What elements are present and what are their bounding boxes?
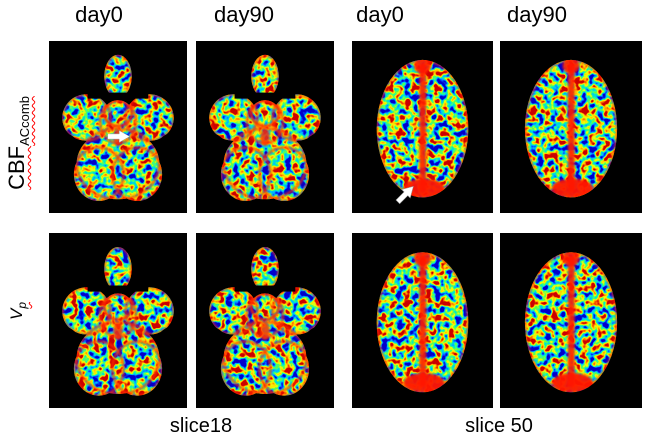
brain-panel-cbf-day0-slice50 [352, 41, 493, 213]
column-header-day0-right: day0 [356, 2, 404, 27]
white-arrow-icon [395, 185, 414, 205]
brain-panel-cbf-day0-slice18 [49, 41, 187, 213]
row-label-cbf-base: CBF [4, 145, 29, 190]
brain-panel-vp-day90-slice18 [196, 233, 334, 408]
brain-map [524, 252, 618, 393]
column-header-day0-left: day0 [75, 2, 123, 27]
brain-panel-vp-day0-slice18 [49, 233, 187, 408]
midline-highlight [551, 252, 593, 393]
brain-map [376, 59, 469, 198]
row-label-vp-subscript: p [15, 301, 29, 309]
column-header-day90-right: day90 [507, 2, 567, 27]
brain-panel-cbf-day90-slice50 [500, 41, 642, 213]
brain-map [376, 252, 469, 393]
slice-label-50: slice 50 [465, 415, 533, 437]
brain-panel-vp-day90-slice50 [500, 233, 642, 408]
brain-panel-vp-day0-slice50 [352, 233, 493, 408]
row-label-cbf-subscript: ACcomb [17, 96, 32, 146]
brain-panel-cbf-day90-slice18 [196, 41, 334, 213]
column-header-day90-left: day90 [214, 2, 274, 27]
midline-highlight [551, 59, 594, 198]
row-label-vp-base: V [7, 308, 26, 321]
midline-highlight [403, 59, 445, 198]
slice-label-18: slice18 [169, 415, 233, 437]
brain-map [524, 59, 618, 198]
midline-highlight [403, 252, 445, 393]
white-arrow-icon [107, 130, 131, 143]
